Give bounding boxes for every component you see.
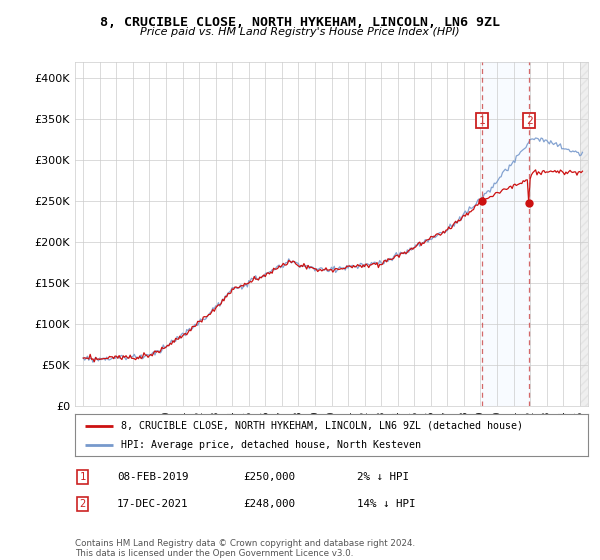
Text: 2: 2 bbox=[80, 499, 86, 509]
Text: HPI: Average price, detached house, North Kesteven: HPI: Average price, detached house, Nort… bbox=[121, 440, 421, 450]
Bar bbox=[482, 62, 529, 406]
Text: 14% ↓ HPI: 14% ↓ HPI bbox=[357, 499, 415, 509]
Text: 2% ↓ HPI: 2% ↓ HPI bbox=[357, 472, 409, 482]
Text: £248,000: £248,000 bbox=[243, 499, 295, 509]
Text: Contains HM Land Registry data © Crown copyright and database right 2024.
This d: Contains HM Land Registry data © Crown c… bbox=[75, 539, 415, 558]
Text: 8, CRUCIBLE CLOSE, NORTH HYKEHAM, LINCOLN, LN6 9ZL: 8, CRUCIBLE CLOSE, NORTH HYKEHAM, LINCOL… bbox=[100, 16, 500, 29]
Text: 8, CRUCIBLE CLOSE, NORTH HYKEHAM, LINCOLN, LN6 9ZL (detached house): 8, CRUCIBLE CLOSE, NORTH HYKEHAM, LINCOL… bbox=[121, 421, 523, 431]
Text: Price paid vs. HM Land Registry's House Price Index (HPI): Price paid vs. HM Land Registry's House … bbox=[140, 27, 460, 38]
Bar bbox=[580, 62, 590, 406]
Text: 1: 1 bbox=[478, 116, 485, 125]
Text: £250,000: £250,000 bbox=[243, 472, 295, 482]
Text: 2: 2 bbox=[526, 116, 533, 125]
Text: 1: 1 bbox=[80, 472, 86, 482]
Text: 08-FEB-2019: 08-FEB-2019 bbox=[117, 472, 188, 482]
Text: 17-DEC-2021: 17-DEC-2021 bbox=[117, 499, 188, 509]
